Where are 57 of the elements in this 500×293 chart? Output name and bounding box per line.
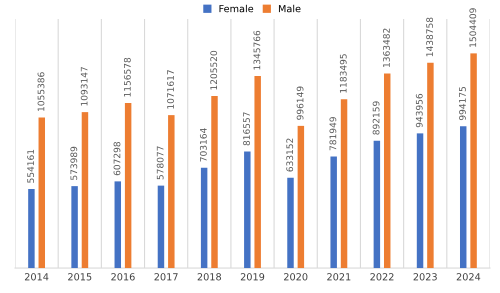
x-tick-label: 2023 <box>414 273 437 280</box>
x-tick-label: 2022 <box>370 273 394 280</box>
data-label: 1093147 <box>80 67 88 106</box>
data-label: 1071617 <box>167 70 174 109</box>
data-label: 578077 <box>156 146 164 180</box>
bar <box>254 76 261 268</box>
bar <box>28 189 35 268</box>
data-label: 1345766 <box>253 30 260 70</box>
bar <box>38 117 46 268</box>
data-label: 607298 <box>114 142 120 176</box>
bar <box>374 140 380 268</box>
data-label: 1363482 <box>383 28 390 67</box>
x-tick-label: 2019 <box>240 273 264 280</box>
data-label: 1504409 <box>469 8 476 47</box>
bar <box>211 96 218 268</box>
bar <box>71 186 78 268</box>
x-tick-label: 2017 <box>154 273 178 280</box>
data-label: 1183495 <box>340 54 347 93</box>
bar <box>168 115 175 268</box>
bar <box>416 133 424 268</box>
x-tick-label: 2018 <box>198 273 222 280</box>
data-label: 996149 <box>296 86 304 120</box>
data-label: 633152 <box>286 138 294 172</box>
x-tick-label: 2014 <box>24 273 48 280</box>
bar <box>384 74 390 268</box>
data-label: 1205520 <box>210 50 218 90</box>
bar <box>330 156 337 268</box>
bar <box>340 99 348 268</box>
bar <box>82 112 88 268</box>
bar <box>298 126 304 268</box>
data-label: 781949 <box>329 117 336 150</box>
data-label: 1055386 <box>38 72 44 111</box>
bar <box>427 62 434 268</box>
data-label: 554161 <box>27 150 34 183</box>
bar <box>470 53 477 268</box>
data-label: 943956 <box>416 94 423 128</box>
bar <box>287 178 294 268</box>
legend-label: Male <box>278 4 301 12</box>
x-tick-label: 2020 <box>284 273 308 280</box>
x-tick-label: 2016 <box>111 273 135 280</box>
x-tick-label: 2024 <box>456 273 480 280</box>
data-label: 892159 <box>372 101 380 135</box>
bar <box>158 186 164 268</box>
bar <box>114 181 122 268</box>
bar <box>124 103 132 268</box>
bar <box>200 168 208 268</box>
data-label: 994175 <box>459 86 466 120</box>
data-label: 1438758 <box>426 18 434 56</box>
data-label: 703164 <box>200 128 207 162</box>
bar <box>460 126 466 268</box>
x-tick-label: 2015 <box>68 273 92 280</box>
data-label: 573989 <box>70 146 78 180</box>
data-label: 816557 <box>243 112 250 146</box>
bar <box>244 152 251 268</box>
legend-label: Female <box>220 4 254 12</box>
x-tick-label: 2021 <box>327 273 350 280</box>
data-label: 1156578 <box>124 58 131 96</box>
